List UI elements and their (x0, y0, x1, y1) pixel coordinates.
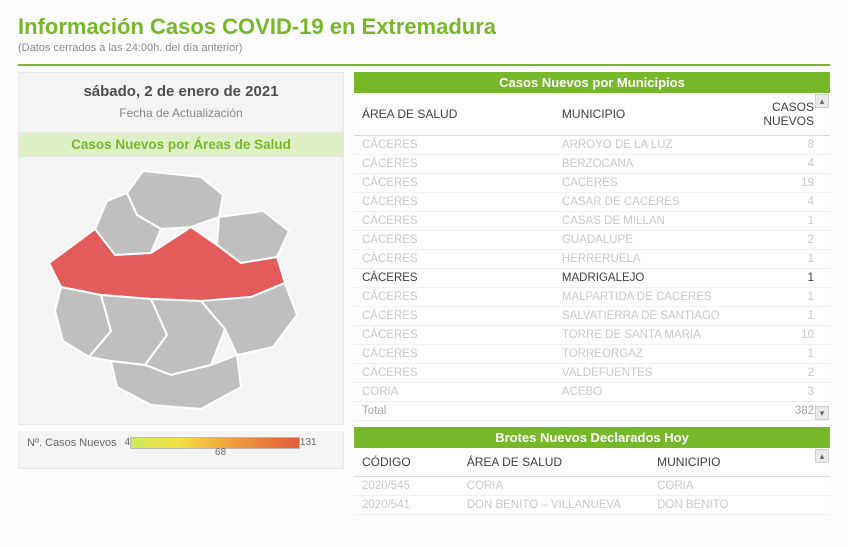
cell-area: CÁCERES (354, 364, 554, 383)
scroll-up-button[interactable]: ▴ (815, 94, 829, 108)
cell-muni: HERRERUELA (554, 250, 744, 269)
cell-casos: 2 (744, 231, 830, 250)
cell-casos: 2 (744, 364, 830, 383)
page-title: Información Casos COVID-19 en Extremadur… (18, 14, 830, 40)
page-subtitle: (Datos cerrados a las 24:00h. del día an… (18, 42, 830, 54)
municipios-table-wrap: ▴ ▾ ÁREA DE SALUD MUNICIPIO CASOS NUEVOS… (354, 93, 830, 421)
map-panel[interactable] (18, 157, 344, 425)
scroll-down-button[interactable]: ▾ (815, 406, 829, 420)
cell-casos: 3 (744, 383, 830, 402)
cell-area: CORIA (459, 477, 649, 496)
col-muni-header[interactable]: MUNICIPIO (554, 93, 744, 136)
cell-muni: TORREORGAZ (554, 345, 744, 364)
legend-max: 131 (300, 437, 317, 449)
cell-muni: CASAS DE MILLAN (554, 212, 744, 231)
cell-casos: 1 (744, 269, 830, 288)
col-codigo-header[interactable]: CÓDIGO (354, 448, 459, 477)
brotes-table-wrap: ▴ CÓDIGO ÁREA DE SALUD MUNICIPIO 2020/54… (354, 448, 830, 515)
cell-muni: ACEBO (554, 383, 744, 402)
cell-muni: MADRIGALEJO (554, 269, 744, 288)
cell-area: CÁCERES (354, 250, 554, 269)
cell-area: CÁCERES (354, 326, 554, 345)
brotes-panel-header: Brotes Nuevos Declarados Hoy (354, 427, 830, 448)
cell-muni: GUADALUPE (554, 231, 744, 250)
cell-casos: 10 (744, 326, 830, 345)
table-row[interactable]: CÁCERESMALPARTIDA DE CACERES1 (354, 288, 830, 307)
header-rule (18, 64, 830, 66)
table-row[interactable]: CÁCERESGUADALUPE2 (354, 231, 830, 250)
total-label: Total (354, 402, 554, 421)
cell-muni: TORRE DE SANTA MARIA (554, 326, 744, 345)
table-row[interactable]: CÁCERESTORRE DE SANTA MARIA10 (354, 326, 830, 345)
table-row[interactable]: CÁCERESCACERES19 (354, 174, 830, 193)
table-row[interactable]: CÁCERESMADRIGALEJO1 (354, 269, 830, 288)
cell-codigo: 2020/541 (354, 496, 459, 515)
table-row[interactable]: CÁCERESSALVATIERRA DE SANTIAGO1 (354, 307, 830, 326)
date-label: Fecha de Actualización (27, 106, 335, 120)
municipios-panel-header: Casos Nuevos por Municipios (354, 72, 830, 93)
col-area-header[interactable]: ÁREA DE SALUD (459, 448, 649, 477)
table-row[interactable]: CORIAACEBO3 (354, 383, 830, 402)
scroll-up-button[interactable]: ▴ (815, 449, 829, 463)
cell-casos: 4 (744, 155, 830, 174)
cell-area: CÁCERES (354, 174, 554, 193)
col-area-header[interactable]: ÁREA DE SALUD (354, 93, 554, 136)
table-row[interactable]: CÁCERESCASAR DE CACERES4 (354, 193, 830, 212)
cell-area: CÁCERES (354, 136, 554, 155)
cell-area: CÁCERES (354, 193, 554, 212)
cell-muni: DON BENITO (649, 496, 830, 515)
table-row[interactable]: CÁCERESTORREORGAZ1 (354, 345, 830, 364)
cell-casos: 4 (744, 193, 830, 212)
cell-muni: CASAR DE CACERES (554, 193, 744, 212)
table-row[interactable]: 2020/541DON BENITO – VILLANUEVADON BENIT… (354, 496, 830, 515)
cell-muni: CORIA (649, 477, 830, 496)
cell-muni: BERZOCANA (554, 155, 744, 174)
municipios-table: ÁREA DE SALUD MUNICIPIO CASOS NUEVOS CÁC… (354, 93, 830, 421)
table-row[interactable]: CÁCERESHERRERUELA1 (354, 250, 830, 269)
table-row[interactable]: CÁCERESVALDEFUENTES2 (354, 364, 830, 383)
date-value: sábado, 2 de enero de 2021 (27, 83, 335, 100)
legend-panel: Nº. Casos Nuevos 4 131 68 (18, 431, 344, 469)
cell-muni: CACERES (554, 174, 744, 193)
cell-casos: 1 (744, 288, 830, 307)
cell-area: CÁCERES (354, 307, 554, 326)
cell-casos: 8 (744, 136, 830, 155)
cell-area: CÁCERES (354, 212, 554, 231)
cell-muni: ARROYO DE LA LUZ (554, 136, 744, 155)
col-muni-header[interactable]: MUNICIPIO (649, 448, 830, 477)
cell-casos: 1 (744, 212, 830, 231)
map-panel-title: Casos Nuevos por Áreas de Salud (18, 133, 344, 157)
cell-casos: 1 (744, 345, 830, 364)
cell-area: CÁCERES (354, 345, 554, 364)
cell-muni: VALDEFUENTES (554, 364, 744, 383)
cell-casos: 1 (744, 250, 830, 269)
cell-muni: MALPARTIDA DE CACERES (554, 288, 744, 307)
cell-area: CÁCERES (354, 288, 554, 307)
cell-area: CORIA (354, 383, 554, 402)
table-row[interactable]: CÁCERESARROYO DE LA LUZ8 (354, 136, 830, 155)
extremadura-map (41, 165, 321, 417)
cell-codigo: 2020/545 (354, 477, 459, 496)
table-row[interactable]: 2020/545CORIACORIA (354, 477, 830, 496)
date-panel: sábado, 2 de enero de 2021 Fecha de Actu… (18, 72, 344, 133)
cell-area: DON BENITO – VILLANUEVA (459, 496, 649, 515)
brotes-table: CÓDIGO ÁREA DE SALUD MUNICIPIO 2020/545C… (354, 448, 830, 515)
legend-label: Nº. Casos Nuevos (27, 437, 117, 449)
cell-casos: 19 (744, 174, 830, 193)
cell-area: CÁCERES (354, 231, 554, 250)
table-row[interactable]: CÁCERESBERZOCANA4 (354, 155, 830, 174)
cell-muni: SALVATIERRA DE SANTIAGO (554, 307, 744, 326)
cell-casos: 1 (744, 307, 830, 326)
cell-area: CÁCERES (354, 269, 554, 288)
table-row[interactable]: CÁCERESCASAS DE MILLAN1 (354, 212, 830, 231)
cell-area: CÁCERES (354, 155, 554, 174)
